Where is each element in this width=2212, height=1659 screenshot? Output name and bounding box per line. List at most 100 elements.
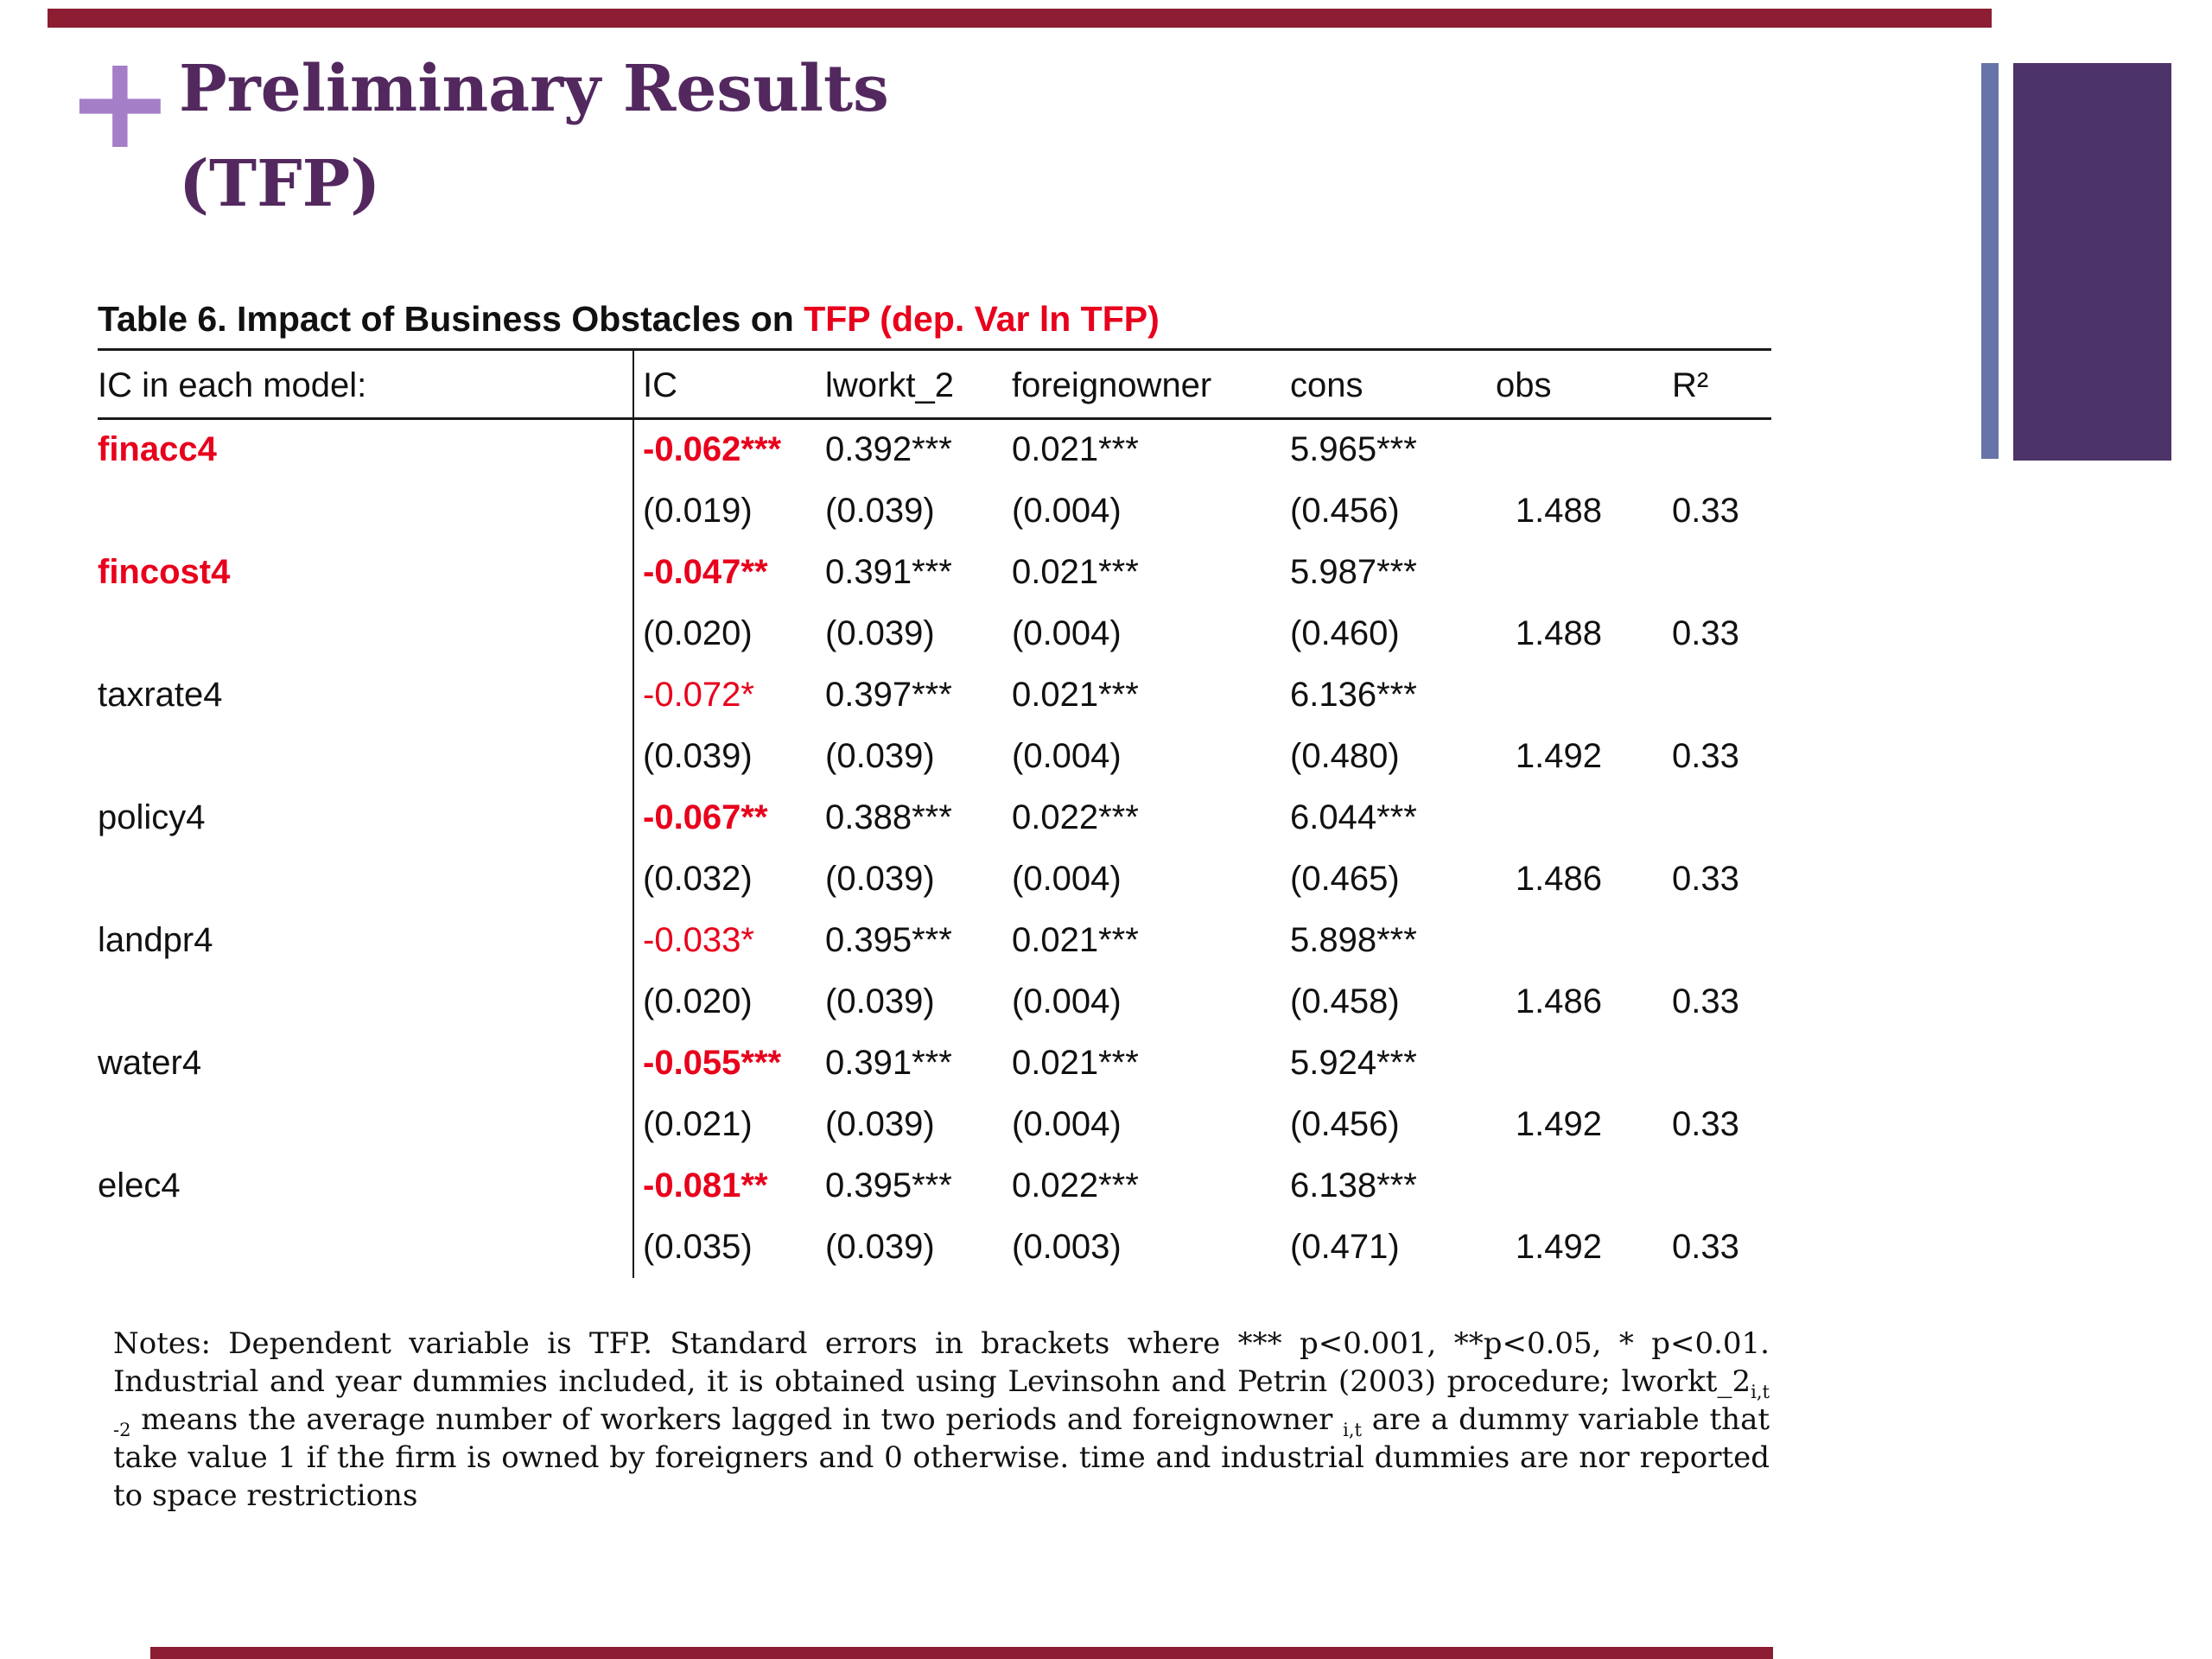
table-cell: (0.460) — [1290, 613, 1400, 652]
table-caption-red: TFP (dep. Var ln TFP) — [804, 299, 1160, 339]
coef-row-finacc4: finacc4 -0.062*** 0.392*** 0.021*** 5.965*** — [98, 418, 1771, 480]
table-cell: (0.032) — [632, 848, 817, 910]
table-cell: elec4 — [98, 1166, 181, 1205]
table-cell: (0.039) — [825, 982, 935, 1020]
header-lworkt2: lworkt_2 — [817, 349, 1001, 420]
table-cell: 0.33 — [1672, 736, 1739, 775]
table-cell: (0.456) — [1290, 491, 1400, 530]
table-cell — [1612, 1155, 1771, 1217]
table-cell: (0.456) — [1290, 1104, 1400, 1143]
table-cell: (0.020) — [632, 602, 817, 664]
table-cell: (0.039) — [825, 613, 935, 652]
table-cell: (0.035) — [632, 1216, 817, 1278]
notes-segment: means the average number of workers lagg… — [130, 1402, 1344, 1437]
coef-row-water4: water4 -0.055*** 0.391*** 0.021*** 5.924*** — [98, 1032, 1771, 1094]
table-cell: 0.33 — [1672, 1227, 1739, 1266]
se-row-elec4: (0.035) (0.039) (0.003) (0.471) 1.492 0.33 — [98, 1216, 1771, 1278]
table-cell — [1496, 1155, 1612, 1217]
table-cell: (0.019) — [632, 480, 817, 542]
table-cell: (0.004) — [1012, 859, 1122, 898]
table-cell — [1612, 419, 1771, 480]
table-cell: 5.898*** — [1290, 920, 1417, 959]
header-obs: obs — [1496, 349, 1612, 420]
table-cell — [98, 1217, 633, 1278]
table-cell — [1612, 787, 1771, 849]
table-cell: 0.395*** — [825, 920, 952, 959]
table-cell: (0.039) — [632, 725, 817, 787]
header-cons: cons — [1280, 349, 1496, 420]
table-cell: 5.924*** — [1290, 1043, 1417, 1082]
table-body: finacc4 -0.062*** 0.392*** 0.021*** 5.965***… — [98, 418, 1771, 1278]
table-cell: 5.987*** — [1290, 552, 1417, 591]
table-cell: 0.397*** — [825, 675, 952, 714]
table-cell — [98, 480, 633, 542]
table-cell — [1496, 664, 1612, 726]
table-cell: 0.33 — [1672, 613, 1739, 652]
table-cell — [98, 603, 633, 664]
table-cell: 0.391*** — [825, 552, 952, 591]
slide-title-line1: Preliminary Results — [179, 52, 889, 126]
notes-text: Notes: Dependent variable is TFP. Standa… — [113, 1325, 1770, 1515]
table-cell: (0.471) — [1290, 1227, 1400, 1266]
se-row-fincost4: (0.020) (0.039) (0.004) (0.460) 1.488 0.33 — [98, 602, 1771, 664]
table-cell: 6.136*** — [1290, 675, 1417, 714]
table-cell: 0.33 — [1672, 1104, 1739, 1143]
table-cell: 1.492 — [1515, 736, 1602, 775]
table-cell: policy4 — [98, 798, 206, 836]
table-cell: (0.458) — [1290, 982, 1400, 1020]
table-cell — [1612, 910, 1771, 971]
table-cell: 1.492 — [1515, 1227, 1602, 1266]
table-cell: landpr4 — [98, 920, 213, 959]
table-cell: (0.020) — [632, 970, 817, 1033]
coef-row-landpr4: landpr4 -0.033* 0.395*** 0.021*** 5.898*** — [98, 909, 1771, 971]
table-header-row: IC in each model: IC lworkt_2 foreignown… — [98, 349, 1771, 420]
table-cell: (0.480) — [1290, 736, 1400, 775]
table-cell: 1.486 — [1515, 982, 1602, 1020]
table-cell: 5.965*** — [1290, 430, 1417, 469]
table-cell: -0.072* — [632, 664, 817, 726]
table-cell: (0.039) — [825, 1227, 935, 1266]
table-cell: 0.022*** — [1012, 1166, 1139, 1205]
table-cell: 0.395*** — [825, 1166, 952, 1205]
notes-segment: Notes: Dependent variable is TFP. Standa… — [113, 1326, 1770, 1399]
header-ic-in-each-model: IC in each model: — [98, 349, 633, 420]
table-cell: finacc4 — [98, 430, 217, 469]
header-ic: IC — [632, 349, 817, 420]
se-row-water4: (0.021) (0.039) (0.004) (0.456) 1.492 0.33 — [98, 1093, 1771, 1155]
right-slate-bar — [1981, 63, 1999, 459]
table-cell: -0.062*** — [632, 418, 817, 480]
header-r-squared: R² — [1612, 349, 1771, 420]
table-cell — [1612, 1033, 1771, 1094]
table-cell: -0.033* — [632, 909, 817, 971]
table-cell: 0.021*** — [1012, 1043, 1139, 1082]
se-row-finacc4: (0.019) (0.039) (0.004) (0.456) 1.488 0.33 — [98, 480, 1771, 542]
table-cell: 0.021*** — [1012, 920, 1139, 959]
table-cell: (0.003) — [1012, 1227, 1122, 1266]
results-table: IC in each model: IC lworkt_2 foreignown… — [98, 348, 1771, 1278]
table-cell: 0.021*** — [1012, 675, 1139, 714]
table-cell: 0.021*** — [1012, 430, 1139, 469]
table-cell: 6.138*** — [1290, 1166, 1417, 1205]
table-cell: 0.021*** — [1012, 552, 1139, 591]
table-cell — [98, 1094, 633, 1155]
coef-row-taxrate4: taxrate4 -0.072* 0.397*** 0.021*** 6.136*** — [98, 664, 1771, 726]
right-purple-rectangle — [2013, 63, 2171, 461]
table-cell: (0.004) — [1012, 1104, 1122, 1143]
table-cell: 1.492 — [1515, 1104, 1602, 1143]
table-cell — [1496, 1033, 1612, 1094]
coef-row-policy4: policy4 -0.067** 0.388*** 0.022*** 6.044*** — [98, 786, 1771, 849]
table-cell: -0.067** — [632, 786, 817, 849]
table-cell: -0.081** — [632, 1154, 817, 1217]
se-row-landpr4: (0.020) (0.039) (0.004) (0.458) 1.486 0.33 — [98, 970, 1771, 1033]
table-cell: fincost4 — [98, 552, 231, 591]
table-cell: 1.488 — [1515, 491, 1602, 530]
table-cell: water4 — [98, 1043, 202, 1082]
table-cell: (0.039) — [825, 491, 935, 530]
table-cell — [1496, 910, 1612, 971]
table-cell: 0.33 — [1672, 982, 1739, 1020]
table-cell: (0.004) — [1012, 491, 1122, 530]
table-cell: 0.388*** — [825, 798, 952, 836]
table-cell: (0.004) — [1012, 613, 1122, 652]
table-cell: (0.465) — [1290, 859, 1400, 898]
table-cell: 0.391*** — [825, 1043, 952, 1082]
